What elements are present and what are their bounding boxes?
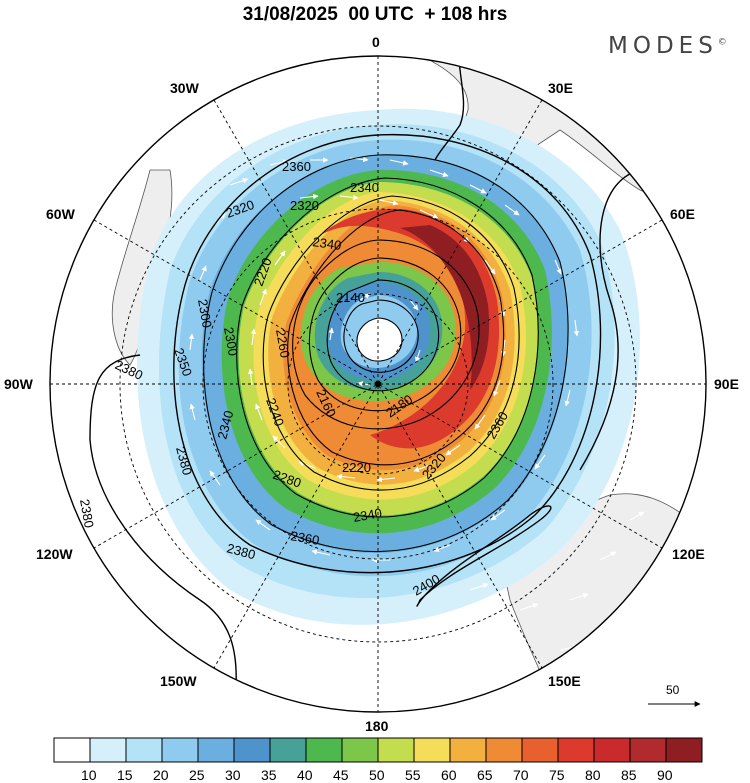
lon-label-90w: 90W xyxy=(4,376,33,392)
colorbar-tick-label: 75 xyxy=(549,767,565,783)
colorbar-tick-label: 45 xyxy=(333,767,349,783)
lon-label-60w: 60W xyxy=(46,206,75,222)
contour-label: 2340 xyxy=(352,505,383,525)
colorbar-tick-label: 40 xyxy=(297,767,313,783)
colorbar xyxy=(53,737,703,763)
contour-label: 2140 xyxy=(336,290,365,305)
contour-label: 2340 xyxy=(312,234,343,253)
lon-label-30e: 30E xyxy=(548,80,573,96)
contour-label: 2360 xyxy=(289,528,320,548)
colorbar-tick-label: 70 xyxy=(513,767,529,783)
wind-vectors xyxy=(188,156,645,651)
brand-text: MODES xyxy=(608,33,718,59)
lon-label-90e: 90E xyxy=(714,376,739,392)
lon-label-150e: 150E xyxy=(548,673,581,689)
graticule xyxy=(50,56,706,712)
contour-label: 2320 xyxy=(290,198,319,213)
colorbar-tick-label: 35 xyxy=(261,767,277,783)
colorbar-swatch xyxy=(161,737,199,763)
colorbar-swatch xyxy=(377,737,415,763)
title-lead: + 108 hrs xyxy=(424,4,508,25)
lon-label-0: 0 xyxy=(372,34,380,50)
colorbar-tick-label: 90 xyxy=(657,767,673,783)
map-border xyxy=(49,55,707,713)
colorbar-swatch xyxy=(521,737,559,763)
lon-label-120e: 120E xyxy=(672,546,705,562)
colorbar-swatch xyxy=(449,737,487,763)
colorbar-swatch xyxy=(629,737,667,763)
colorbar-tick-label: 65 xyxy=(477,767,493,783)
colorbar-swatch xyxy=(305,737,343,763)
colorbar-swatch xyxy=(665,737,703,763)
colorbar-tick-label: 50 xyxy=(369,767,385,783)
colorbar-swatch xyxy=(557,737,595,763)
colorbar-swatch xyxy=(341,737,379,763)
lon-label-60e: 60E xyxy=(670,206,695,222)
colorbar-tick-label: 85 xyxy=(621,767,637,783)
colorbar-swatch xyxy=(125,737,163,763)
wind-speed-shading xyxy=(136,108,640,625)
map-disc xyxy=(50,56,706,712)
colorbar-swatch xyxy=(413,737,451,763)
map-title: 31/08/2025 00 UTC + 108 hrs xyxy=(0,4,750,26)
reference-vector-label: 50 xyxy=(666,683,680,697)
title-time: 00 UTC xyxy=(348,4,414,25)
colorbar-swatch xyxy=(89,737,127,763)
contour-label: 2380 xyxy=(225,540,257,562)
band-90 xyxy=(400,225,490,390)
brand-logo: MODES© xyxy=(608,33,727,59)
lon-label-120w: 120W xyxy=(36,546,73,562)
lon-label-150w: 150W xyxy=(160,673,197,689)
contour-label: 2300 xyxy=(195,298,215,329)
colorbar-tick-label: 30 xyxy=(225,767,241,783)
colorbar-swatch xyxy=(485,737,523,763)
contour-label: 2340 xyxy=(214,409,236,441)
colorbar-tick-label: 80 xyxy=(585,767,601,783)
brand-mark: © xyxy=(717,37,727,48)
contour-label: 2360 xyxy=(282,159,311,174)
contour-label: 2380 xyxy=(173,445,195,477)
lon-label-180: 180 xyxy=(365,718,389,734)
colorbar-tick-label: 15 xyxy=(117,767,133,783)
height-contours xyxy=(89,56,641,701)
colorbar-swatch xyxy=(233,737,271,763)
contour-label: 2220 xyxy=(342,460,371,475)
contour-label: 2300 xyxy=(221,326,241,357)
title-date: 31/08/2025 xyxy=(242,4,338,25)
core-10 xyxy=(356,318,402,362)
contour-label: 2340 xyxy=(350,180,379,195)
lon-label-30w: 30W xyxy=(170,80,199,96)
colorbar-tick-label: 10 xyxy=(81,767,97,783)
colorbar-swatch xyxy=(593,737,631,763)
south-pole-marker xyxy=(375,381,381,387)
colorbar-tick-label: 25 xyxy=(189,767,205,783)
contour-label: 2260 xyxy=(273,328,293,359)
colorbar-tick-label: 20 xyxy=(153,767,169,783)
colorbar-swatch xyxy=(197,737,235,763)
colorbar-swatch xyxy=(53,737,91,763)
colorbar-tick-label: 55 xyxy=(405,767,421,783)
contour-label: 2380 xyxy=(77,498,97,529)
colorbar-swatch xyxy=(269,737,307,763)
colorbar-tick-label: 60 xyxy=(441,767,457,783)
